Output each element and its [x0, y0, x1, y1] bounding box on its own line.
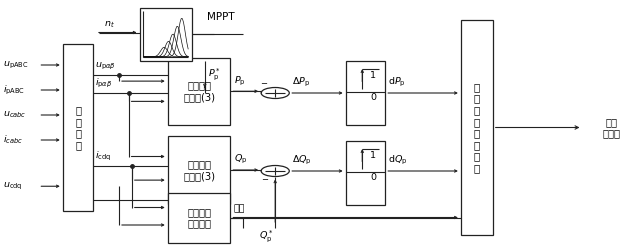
- Text: $Q_{\rm p}^*$: $Q_{\rm p}^*$: [259, 229, 274, 244]
- Text: −: −: [261, 176, 268, 184]
- Text: $i_{cabc}$: $i_{cabc}$: [3, 134, 23, 146]
- Text: 控制绕组
磁链扇区: 控制绕组 磁链扇区: [187, 207, 211, 228]
- Text: $u_{cabc}$: $u_{cabc}$: [3, 110, 27, 120]
- Text: MPPT: MPPT: [207, 12, 235, 22]
- Text: $Q_{\rm p}$: $Q_{\rm p}$: [234, 153, 247, 166]
- Text: 1: 1: [370, 71, 376, 80]
- Text: $n_t$: $n_t$: [104, 20, 115, 30]
- Bar: [168, 136, 230, 204]
- Text: $\Delta P_{\rm p}$: $\Delta P_{\rm p}$: [292, 76, 310, 89]
- Text: 1: 1: [370, 151, 376, 160]
- Text: 扇区: 扇区: [234, 205, 245, 214]
- Text: $u_{{\rm p}\alpha\beta}$: $u_{{\rm p}\alpha\beta}$: [95, 61, 115, 72]
- Bar: [63, 44, 93, 211]
- Text: $u_{\rm pABC}$: $u_{\rm pABC}$: [3, 60, 29, 70]
- Text: 0: 0: [370, 93, 376, 102]
- Text: ${\rm d}Q_{\rm p}$: ${\rm d}Q_{\rm p}$: [388, 154, 408, 167]
- Text: ${\rm d}P_{\rm p}$: ${\rm d}P_{\rm p}$: [388, 76, 406, 89]
- Text: 0: 0: [370, 173, 376, 182]
- Bar: [346, 61, 385, 125]
- Text: $P_{\rm p}$: $P_{\rm p}$: [234, 74, 245, 88]
- Text: 无功功率
计算，(3): 无功功率 计算，(3): [183, 159, 215, 181]
- Circle shape: [261, 166, 289, 176]
- Text: $\Delta Q_{\rm p}$: $\Delta Q_{\rm p}$: [292, 154, 312, 167]
- Text: $i_{{\rm p}\alpha\beta}$: $i_{{\rm p}\alpha\beta}$: [95, 76, 112, 90]
- Text: 有功功率
计算，(3): 有功功率 计算，(3): [183, 80, 215, 102]
- Text: $i_{\rm pABC}$: $i_{\rm pABC}$: [3, 84, 26, 96]
- Text: $i_{\rm cdq}$: $i_{\rm cdq}$: [95, 150, 111, 163]
- Bar: [346, 141, 385, 205]
- Text: 坐
标
变
换: 坐 标 变 换: [75, 105, 81, 150]
- Text: 机侧
变流器: 机侧 变流器: [602, 117, 620, 138]
- Text: $P_{\rm p}^*$: $P_{\rm p}^*$: [208, 66, 221, 82]
- Text: $u_{\rm cdq}$: $u_{\rm cdq}$: [3, 181, 23, 192]
- Text: −: −: [260, 80, 267, 88]
- Bar: [168, 58, 230, 125]
- Text: 电
压
空
间
矢
量
选
择: 电 压 空 间 矢 量 选 择: [474, 82, 480, 173]
- Bar: [461, 20, 493, 235]
- Bar: [140, 8, 192, 61]
- Circle shape: [261, 88, 289, 99]
- Bar: [168, 192, 230, 242]
